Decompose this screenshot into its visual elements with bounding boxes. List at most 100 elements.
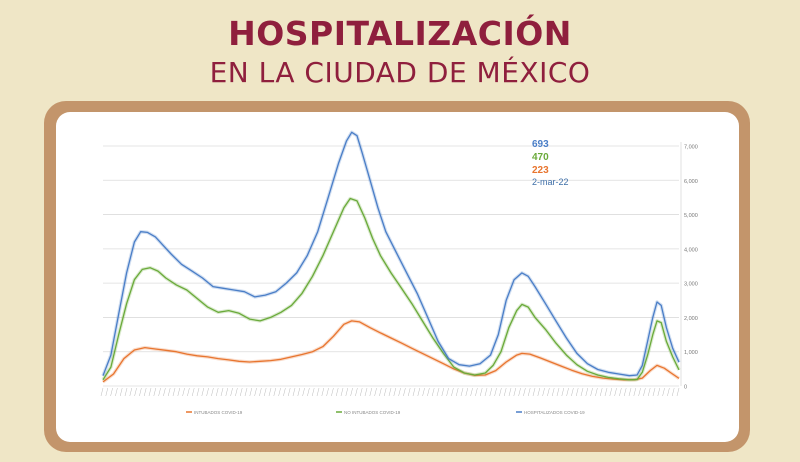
x-tick-mark — [518, 387, 521, 397]
x-tick-mark — [523, 387, 526, 397]
x-tick-mark — [475, 387, 478, 397]
x-tick-mark — [647, 387, 651, 397]
x-tick-mark — [119, 387, 123, 397]
x-tick-mark — [297, 387, 301, 397]
series-line-no_intubados — [102, 197, 680, 381]
series-halo-no_intubados — [101, 196, 681, 382]
legend-label-total: HOSPITALIZADOS COVID-19 — [524, 410, 585, 415]
x-tick-mark — [187, 387, 190, 397]
x-tick-mark — [494, 387, 497, 397]
x-tick-mark — [575, 387, 579, 397]
x-tick-mark — [417, 387, 421, 397]
x-tick-mark — [623, 387, 627, 397]
x-tick-mark — [619, 387, 622, 397]
x-tick-mark — [561, 387, 565, 397]
x-tick-mark — [398, 387, 401, 397]
x-tick-mark — [167, 387, 171, 397]
x-tick-mark — [129, 387, 133, 397]
x-tick-mark — [273, 387, 277, 397]
x-tick-mark — [657, 387, 661, 397]
y-tick-label: 3,000 — [684, 282, 698, 288]
x-tick-mark — [503, 387, 507, 397]
x-tick-mark — [643, 387, 646, 397]
x-tick-mark — [307, 387, 310, 397]
x-tick-mark — [355, 387, 358, 397]
x-tick-mark — [326, 387, 329, 397]
x-tick-mark — [532, 387, 536, 397]
x-tick-mark — [489, 387, 493, 397]
x-tick-mark — [580, 387, 584, 397]
x-tick-mark — [350, 387, 353, 397]
annotation-no-intubados: 470 — [532, 152, 549, 163]
y-tick-label: 2,000 — [684, 316, 698, 322]
x-tick-mark — [388, 387, 392, 397]
x-tick-mark — [321, 387, 325, 397]
x-tick-mark — [436, 387, 440, 397]
annotation-total: 693 — [532, 139, 549, 150]
gridlines — [103, 142, 682, 387]
y-tick-labels: 0 1,000 2,000 3,000 4,000 5,000 6,000 7,000 — [684, 145, 698, 391]
x-tick-mark — [235, 387, 238, 397]
x-tick-mark — [340, 387, 344, 397]
chart-card — [56, 112, 739, 442]
x-tick-mark — [134, 387, 137, 397]
x-tick-mark — [484, 387, 488, 397]
x-tick-mark — [292, 387, 296, 397]
x-tick-mark — [609, 387, 613, 397]
series-lines — [101, 130, 681, 384]
x-tick-mark — [263, 387, 267, 397]
x-tick-mark — [403, 387, 406, 397]
x-tick-mark — [311, 387, 315, 397]
x-tick-mark — [182, 387, 185, 397]
x-tick-mark — [460, 387, 464, 397]
x-tick-mark — [359, 387, 363, 397]
x-tick-mark — [513, 387, 517, 397]
x-tick-mark — [206, 387, 209, 397]
x-tick-mark — [278, 387, 281, 397]
x-tick-mark — [571, 387, 574, 397]
legend-label-intubados: INTUBADOS COVID-19 — [194, 410, 243, 415]
x-tick-mark — [211, 387, 214, 397]
x-tick-mark — [599, 387, 603, 397]
y-tick-label: 1,000 — [684, 350, 698, 356]
x-tick-mark — [230, 387, 233, 397]
x-tick-mark — [671, 387, 675, 397]
x-tick-mark — [508, 387, 512, 397]
x-tick-mark — [283, 387, 286, 397]
x-tick-mark — [244, 387, 248, 397]
x-tick-mark — [177, 387, 181, 397]
x-tick-mark — [676, 387, 680, 397]
x-tick-mark — [604, 387, 608, 397]
x-tick-mark — [667, 387, 670, 397]
y-tick-label: 7,000 — [684, 145, 698, 151]
x-tick-mark — [383, 387, 387, 397]
x-tick-mark — [158, 387, 161, 397]
x-tick-mark — [379, 387, 382, 397]
x-tick-mark — [139, 387, 142, 397]
x-tick-mark — [143, 387, 147, 397]
y-tick-label: 0 — [684, 385, 687, 391]
x-tick-mark — [422, 387, 425, 397]
x-tick-mark — [499, 387, 502, 397]
x-tick-mark — [220, 387, 224, 397]
series-line-total — [102, 131, 680, 377]
x-tick-mark — [614, 387, 617, 397]
x-tick-mark — [547, 387, 550, 397]
x-tick-mark — [225, 387, 229, 397]
x-tick-mark — [239, 387, 243, 397]
x-tick-mark — [441, 387, 445, 397]
x-tick-mark — [172, 387, 176, 397]
x-tick-mark — [254, 387, 257, 397]
x-tick-mark — [287, 387, 291, 397]
x-tick-mark — [100, 387, 104, 397]
x-tick-mark — [124, 387, 128, 397]
x-tick-mark — [345, 387, 349, 397]
x-tick-mark — [105, 387, 109, 397]
x-tick-mark — [431, 387, 435, 397]
x-tick-mark — [455, 387, 459, 397]
x-tick-mark — [364, 387, 368, 397]
page-subtitle: EN LA CIUDAD DE MÉXICO — [209, 56, 591, 89]
x-tick-mark — [542, 387, 545, 397]
x-tick-mark — [268, 387, 272, 397]
x-tick-mark — [590, 387, 593, 397]
